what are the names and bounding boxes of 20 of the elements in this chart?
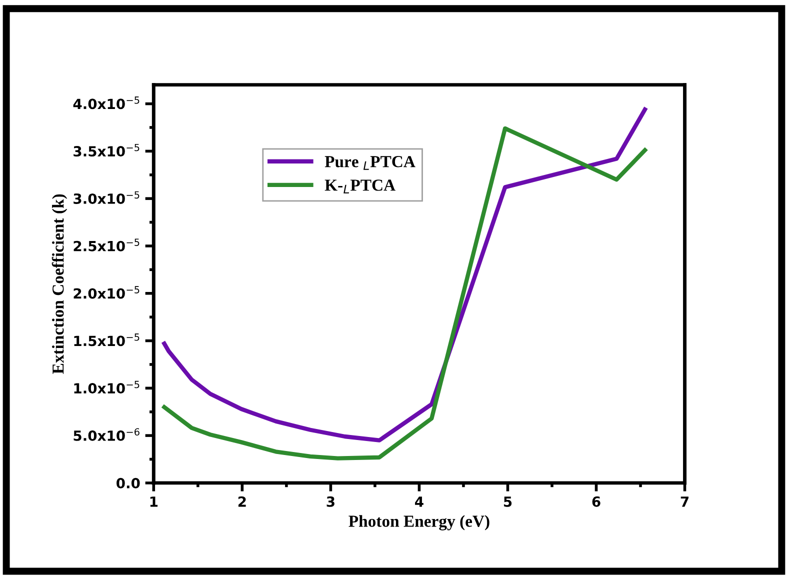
legend-label: Pure $_{L}$PTCA [324,156,416,170]
y-axis-title: Extinction Coefficient (k) [52,194,68,374]
x-tick-label: 2 [238,496,246,507]
y-tick-label: 2.5x10$^{−5}$ [74,238,140,252]
x-tick-label: 6 [592,496,600,507]
y-tick-label: 3.0x10$^{−5}$ [74,191,140,204]
x-tick-label: 7 [680,496,688,507]
x-tick-label: 3 [326,496,334,507]
y-tick-label: 5.0x10$^{−6}$ [74,428,140,441]
legend-label: K-$_{L}$PTCA [324,180,396,194]
y-tick-label: 0.0 [116,478,140,488]
x-tick-label: 1 [150,496,158,507]
y-tick-label: 2.0x10$^{−5}$ [74,286,140,299]
y-tick-label: 1.5x10$^{−5}$ [74,334,140,346]
y-tick-label: 4.0x10$^{−5}$ [73,96,140,110]
y-tick-label: 1.0x10$^{−5}$ [74,380,140,394]
y-tick-label: 3.5x10$^{−5}$ [74,144,140,157]
x-axis-title: Photon Energy (eV) [348,515,490,530]
x-tick-label: 4 [415,496,424,507]
x-tick-label: 5 [504,496,512,507]
